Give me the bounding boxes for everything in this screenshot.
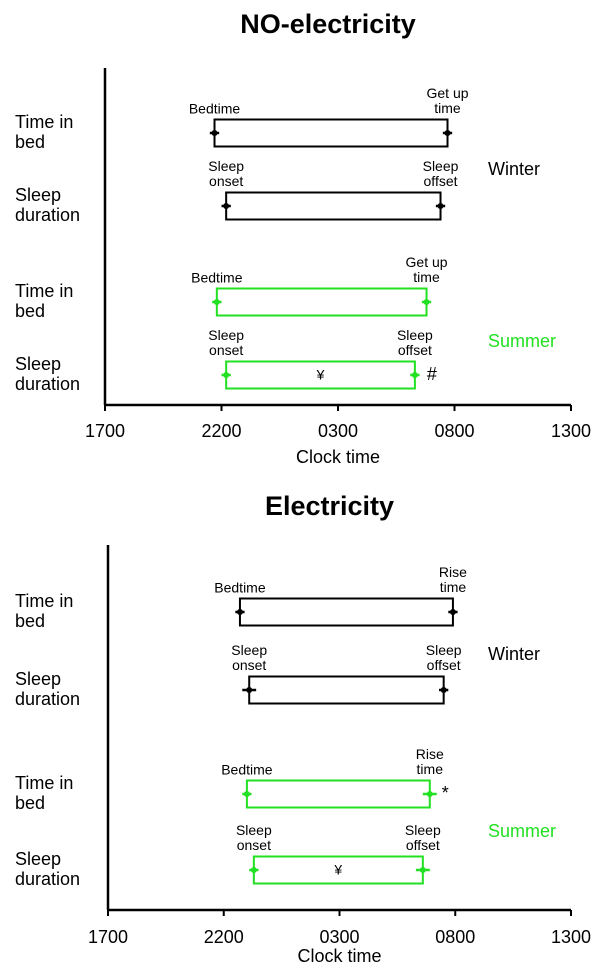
- range-bar: [238, 597, 454, 627]
- x-tick-label: 1700: [84, 421, 126, 442]
- bar-end-label: Rise time: [415, 745, 444, 778]
- bar-end-label: Sleep offset: [396, 326, 433, 359]
- range-bar: [215, 287, 428, 317]
- x-tick-label: 0300: [319, 927, 360, 948]
- group-label: Summer: [488, 821, 557, 842]
- error-cap: [236, 609, 243, 615]
- row-label: Sleep duration: [15, 669, 81, 709]
- error-cap: [223, 372, 230, 378]
- range-bar: [225, 191, 442, 221]
- row-label: Sleep duration: [15, 185, 81, 225]
- error-cap: [213, 299, 220, 305]
- error-cap: [211, 130, 218, 136]
- error-cap: [423, 299, 430, 305]
- x-tick-label: 2200: [201, 421, 242, 442]
- error-cap: [449, 609, 456, 615]
- bar-end-label: Bedtime: [221, 761, 273, 778]
- chart-title: Electricity: [264, 491, 395, 522]
- significance-note: #: [426, 364, 437, 385]
- x-tick-label: 1300: [550, 927, 592, 948]
- row-label: Time in bed: [15, 591, 74, 631]
- error-cap: [250, 867, 257, 873]
- bar-end-label: Get up time: [426, 84, 469, 117]
- x-tick-label: 0800: [434, 421, 475, 442]
- x-axis-label: Clock time: [297, 946, 382, 967]
- x-tick-label: 1300: [550, 421, 592, 442]
- x-tick-label: 1700: [87, 927, 129, 948]
- range-bar: [213, 118, 449, 148]
- bar-end-label: Sleep onset: [231, 641, 268, 674]
- row-label: Time in bed: [15, 281, 74, 321]
- significance-note: ¥: [334, 861, 343, 878]
- significance-note: *: [441, 783, 449, 804]
- error-cap: [246, 687, 253, 693]
- bar-end-label: Get up time: [405, 253, 448, 286]
- bar-end-label: Bedtime: [191, 269, 243, 286]
- bar-end-label: Bedtime: [214, 579, 266, 596]
- row-label: Time in bed: [15, 773, 74, 813]
- group-label: Summer: [488, 331, 557, 352]
- row-label: Sleep duration: [15, 354, 81, 394]
- bar-end-label: Sleep offset: [404, 821, 441, 854]
- error-cap: [426, 791, 433, 797]
- row-label: Sleep duration: [15, 849, 81, 889]
- error-cap: [444, 130, 451, 136]
- bar-end-label: Bedtime: [188, 100, 241, 117]
- bar-end-label: Rise time: [438, 563, 467, 596]
- error-cap: [419, 867, 426, 873]
- bar-end-label: Sleep onset: [208, 326, 245, 359]
- error-cap: [223, 203, 230, 209]
- error-cap: [243, 791, 250, 797]
- x-tick-label: 2200: [203, 927, 244, 948]
- chart-title: NO-electricity: [240, 9, 416, 40]
- bar-end-label: Sleep offset: [425, 641, 462, 674]
- x-axis-label: Clock time: [295, 447, 381, 468]
- error-cap: [437, 203, 444, 209]
- group-label: Winter: [488, 644, 541, 665]
- bar-end-label: Sleep onset: [208, 157, 245, 190]
- group-label: Winter: [488, 159, 541, 180]
- range-bar: [245, 779, 431, 809]
- range-bar: [248, 675, 445, 705]
- error-cap: [411, 372, 418, 378]
- x-tick-label: 0300: [317, 421, 359, 442]
- bar-end-label: Sleep offset: [422, 157, 459, 190]
- x-tick-label: 0800: [435, 927, 476, 948]
- error-cap: [440, 687, 447, 693]
- row-label: Time in bed: [15, 112, 74, 152]
- bar-end-label: Sleep onset: [235, 821, 272, 854]
- significance-note: ¥: [316, 366, 325, 383]
